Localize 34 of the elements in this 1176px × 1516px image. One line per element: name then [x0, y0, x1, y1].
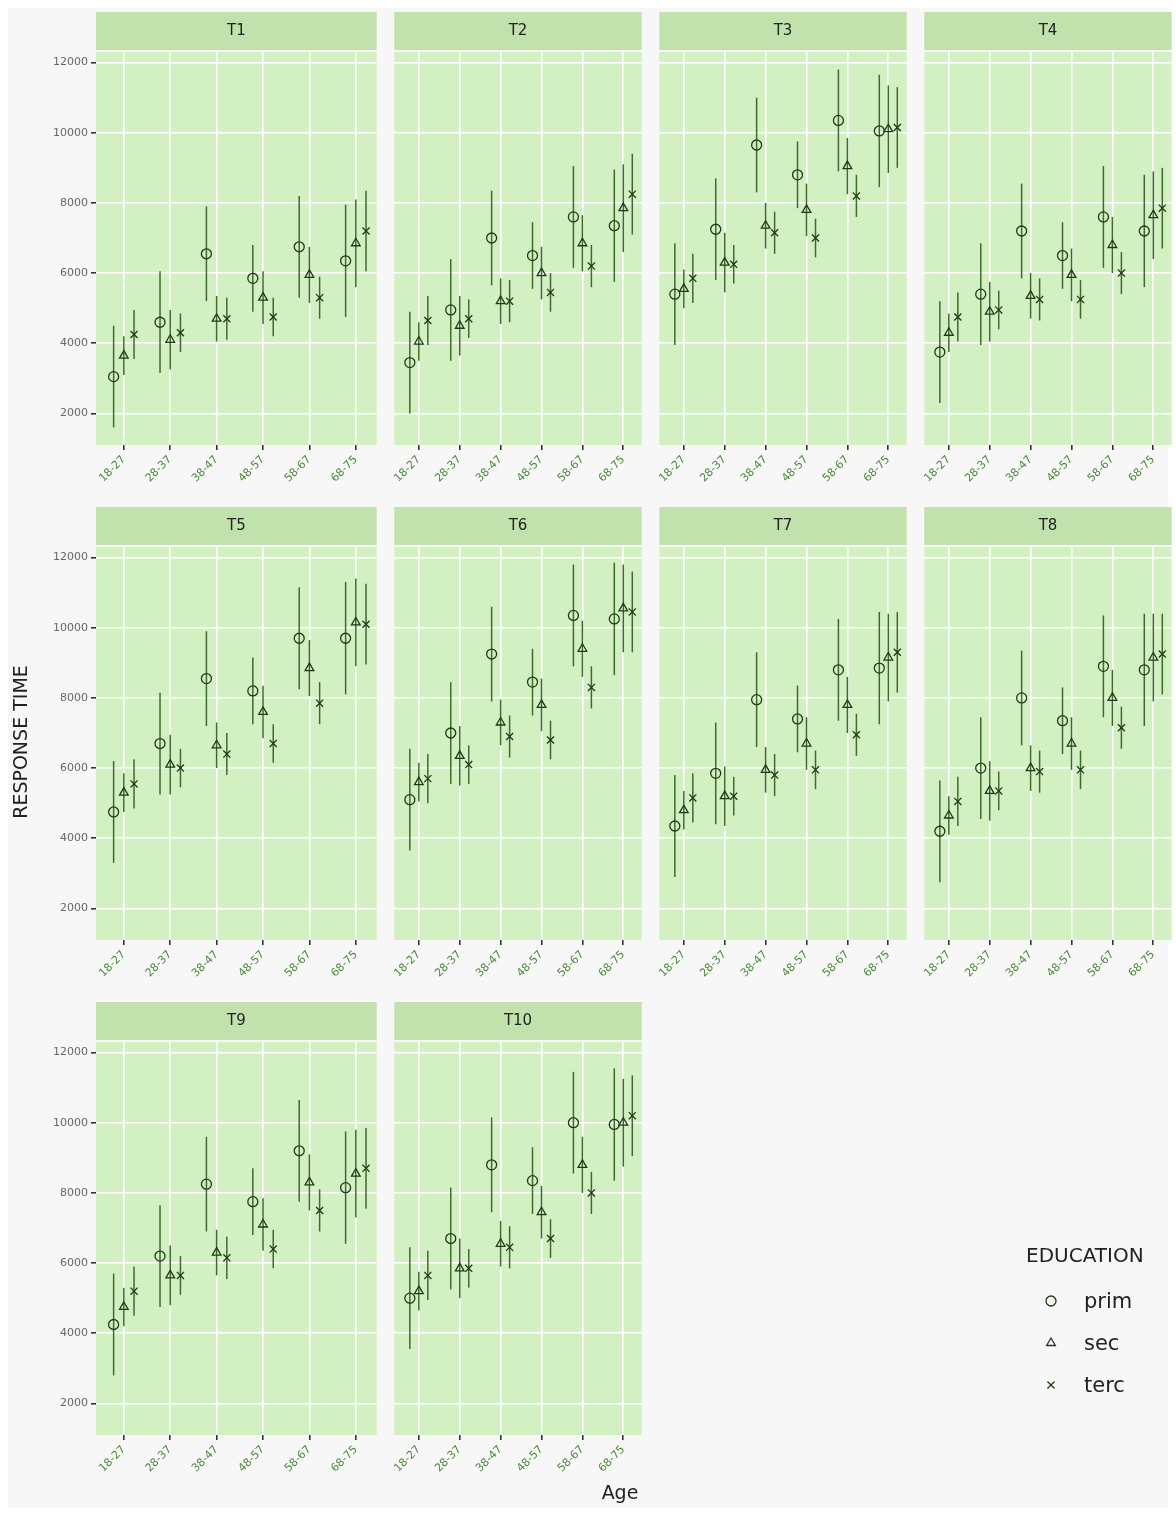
chart-title: T6: [507, 515, 528, 534]
y-axis-title: RESPONSE TIME: [9, 664, 31, 821]
chart-title: T5: [225, 515, 246, 534]
y-tick-label: 8000: [59, 1185, 88, 1199]
x-axis-title: Age: [600, 1481, 640, 1503]
legend-label: sec: [1084, 1331, 1120, 1355]
y-tick-label: 4000: [59, 1326, 88, 1340]
y-tick-label: 4000: [59, 336, 88, 350]
chart-title: T7: [772, 515, 793, 534]
y-tick-label: 2000: [59, 901, 88, 915]
y-tick-label: 8000: [59, 195, 88, 209]
legend-title: EDUCATION: [1026, 1243, 1144, 1267]
y-tick-label: 12000: [52, 550, 88, 564]
y-tick-label: 10000: [52, 1115, 88, 1129]
chart-title: T9: [225, 1010, 246, 1029]
y-tick-label: 12000: [52, 55, 88, 69]
y-tick-label: 8000: [59, 690, 88, 704]
chart-title: T8: [1037, 515, 1058, 534]
legend-label: terc: [1084, 1373, 1125, 1397]
y-tick-label: 12000: [52, 1045, 88, 1059]
chart-title: T4: [1037, 20, 1058, 39]
chart-title: T10: [502, 1010, 533, 1029]
y-tick-label: 4000: [59, 831, 88, 845]
legend-label: prim: [1084, 1289, 1133, 1313]
y-tick-label: 2000: [59, 406, 88, 420]
chart-title: T1: [225, 20, 246, 39]
chart-title: T3: [772, 20, 793, 39]
y-tick-label: 2000: [59, 1396, 88, 1410]
y-tick-label: 6000: [59, 265, 88, 279]
chart-title: T2: [507, 20, 528, 39]
y-tick-label: 10000: [52, 620, 88, 634]
y-tick-label: 10000: [52, 125, 88, 139]
y-tick-label: 6000: [59, 760, 88, 774]
y-tick-label: 6000: [59, 1255, 88, 1269]
